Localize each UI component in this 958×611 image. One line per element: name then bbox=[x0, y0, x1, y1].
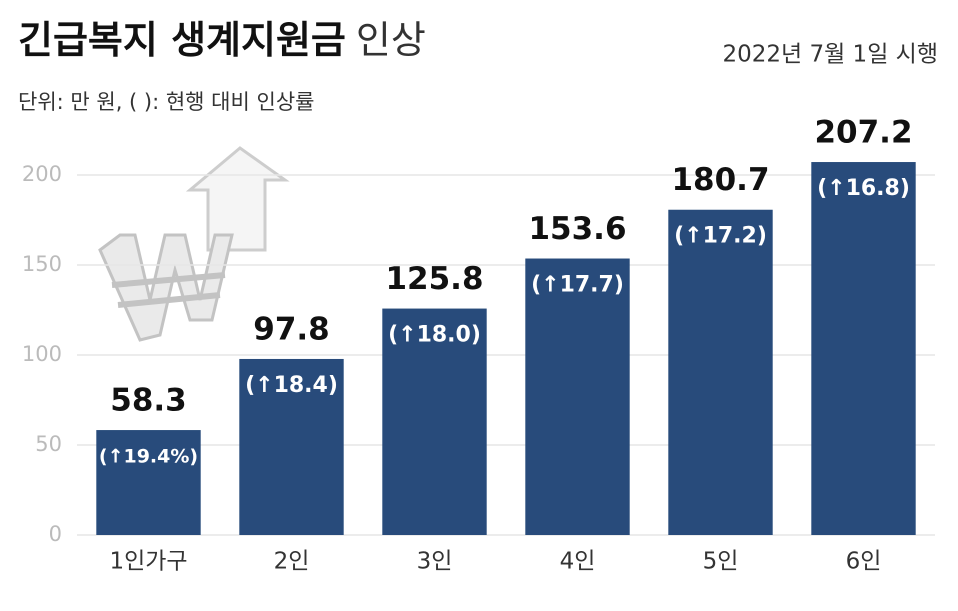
y-tick-label: 150 bbox=[22, 252, 62, 276]
x-tick-label: 6인 bbox=[846, 549, 882, 575]
bar bbox=[811, 162, 916, 536]
note: 2022년 7월 1일 시행 bbox=[722, 42, 938, 68]
value-label: 97.8 bbox=[253, 311, 330, 347]
y-tick-label: 100 bbox=[22, 342, 62, 366]
rate-label: (↑18.0) bbox=[388, 323, 481, 348]
rate-label: (↑16.8) bbox=[817, 176, 910, 201]
title-suffix: 인상 bbox=[356, 18, 426, 62]
subtitle: 단위: 만 원, ( ): 현행 대비 인상률 bbox=[18, 90, 314, 114]
x-tick-label: 5인 bbox=[703, 549, 739, 575]
y-tick-label: 200 bbox=[22, 162, 62, 186]
value-label: 207.2 bbox=[814, 115, 912, 151]
value-label: 125.8 bbox=[385, 261, 483, 297]
x-tick-label: 3인 bbox=[417, 549, 453, 575]
title-main: 긴급복지 생계지원금 bbox=[18, 18, 346, 62]
bar bbox=[96, 430, 201, 535]
chart-title: 긴급복지 생계지원금 인상 bbox=[18, 18, 426, 62]
value-label: 153.6 bbox=[528, 211, 626, 247]
bar bbox=[525, 258, 630, 535]
rate-label: (↑18.4) bbox=[245, 373, 338, 398]
rate-label: (↑17.2) bbox=[674, 224, 767, 249]
bar bbox=[382, 308, 487, 535]
x-tick-label: 4인 bbox=[560, 549, 596, 575]
rate-label: (↑17.7) bbox=[531, 273, 624, 298]
value-label: 58.3 bbox=[110, 383, 187, 419]
won-arrow-illustration bbox=[98, 146, 290, 342]
x-tick-label: 2인 bbox=[274, 549, 310, 575]
x-tick-label: 1인가구 bbox=[109, 549, 187, 575]
value-label: 180.7 bbox=[671, 162, 769, 198]
bar bbox=[668, 209, 773, 536]
bar bbox=[239, 358, 344, 535]
y-tick-label: 50 bbox=[35, 432, 62, 456]
rate-label: (↑19.4%) bbox=[99, 446, 198, 468]
y-tick-label: 0 bbox=[49, 522, 62, 546]
